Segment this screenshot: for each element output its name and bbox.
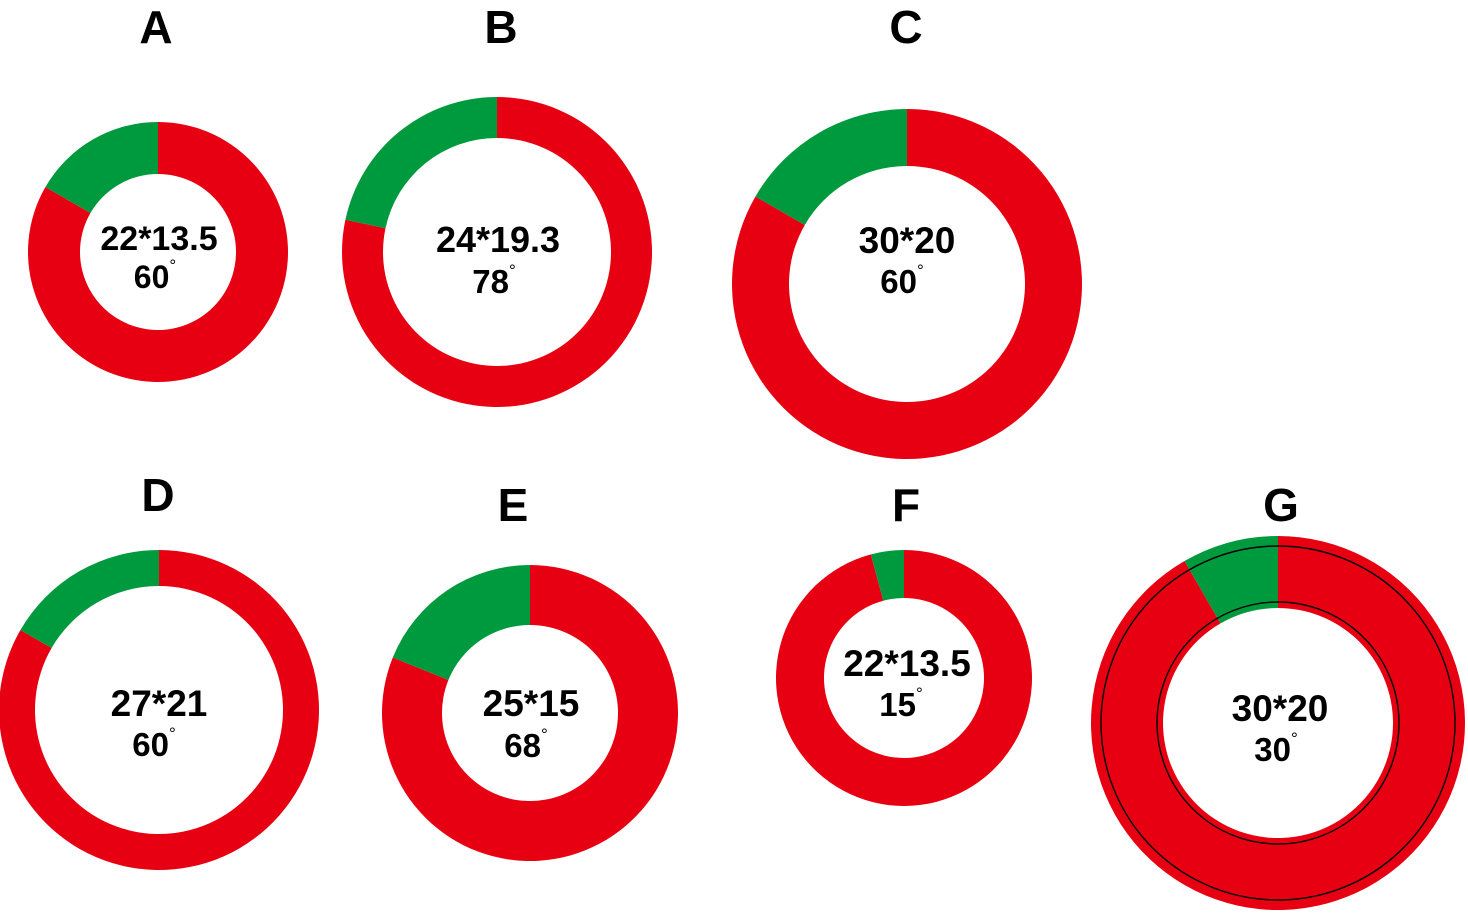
ring-panel-d: D 27*21 60° bbox=[0, 469, 319, 870]
angle-label-c: 60° bbox=[880, 261, 924, 300]
angle-value-g: 30 bbox=[1254, 731, 1291, 768]
size-label-e: 25*15 bbox=[483, 683, 580, 724]
ring-panel-c: C 30*20 60° bbox=[731, 1, 1082, 459]
degree-symbol-g: ° bbox=[1291, 729, 1298, 748]
ring-sector-a bbox=[45, 122, 158, 213]
panel-label-e: E bbox=[498, 479, 529, 531]
angle-value-a: 60 bbox=[134, 259, 170, 295]
angle-value-f: 15 bbox=[879, 686, 916, 723]
degree-symbol-d: ° bbox=[169, 724, 176, 743]
ring-inner-outline-g bbox=[1156, 601, 1400, 845]
degree-symbol-a: ° bbox=[169, 256, 176, 275]
angle-label-b: 78° bbox=[472, 261, 516, 300]
angle-value-c: 60 bbox=[880, 263, 917, 300]
angle-label-a: 60° bbox=[134, 256, 176, 295]
degree-symbol-c: ° bbox=[917, 261, 924, 280]
ring-sector-f bbox=[870, 550, 904, 601]
ring-outer-outline-g bbox=[1100, 545, 1456, 901]
degree-symbol-b: ° bbox=[509, 261, 516, 280]
ring-panel-e: E 25*15 68° bbox=[382, 479, 678, 861]
size-label-c: 30*20 bbox=[859, 220, 956, 261]
ring-remainder-g bbox=[1091, 536, 1466, 910]
angle-value-e: 68 bbox=[504, 727, 541, 764]
angle-label-e: 68° bbox=[504, 725, 548, 764]
ring-sector-e bbox=[392, 565, 530, 681]
ring-remainder-a bbox=[27, 122, 289, 382]
ring-sector-d bbox=[20, 550, 159, 648]
angle-label-f: 15° bbox=[879, 684, 923, 723]
ring-panel-f: F 22*13.5 15° bbox=[776, 479, 1032, 806]
ring-remainder-f bbox=[776, 550, 1032, 806]
degree-symbol-f: ° bbox=[916, 684, 923, 703]
size-label-a: 22*13.5 bbox=[100, 220, 217, 258]
panel-label-d: D bbox=[141, 469, 174, 521]
panel-label-f: F bbox=[892, 479, 920, 531]
panel-label-c: C bbox=[889, 1, 922, 53]
ring-sector-b bbox=[345, 97, 497, 229]
angle-value-d: 60 bbox=[132, 726, 169, 763]
size-label-d: 27*21 bbox=[111, 683, 208, 724]
ring-panel-b: B 24*19.3 78° bbox=[342, 1, 652, 407]
angle-label-g: 30° bbox=[1254, 729, 1298, 768]
ring-sector-c bbox=[755, 108, 907, 225]
degree-symbol-e: ° bbox=[541, 725, 548, 744]
panel-label-b: B bbox=[484, 1, 517, 53]
ring-sector-g bbox=[1184, 536, 1278, 624]
panel-label-g: G bbox=[1263, 479, 1299, 531]
ring-panel-a: A 22*13.5 60° bbox=[27, 1, 289, 382]
ring-panel-g: G 30*20 30° bbox=[1091, 479, 1466, 910]
angle-label-d: 60° bbox=[132, 724, 176, 763]
ring-remainder-e bbox=[382, 565, 678, 861]
size-label-b: 24*19.3 bbox=[436, 219, 560, 260]
angle-value-b: 78 bbox=[472, 263, 509, 300]
ring-remainder-c bbox=[731, 109, 1082, 459]
size-label-g: 30*20 bbox=[1232, 688, 1329, 729]
size-label-f: 22*13.5 bbox=[843, 643, 971, 684]
panel-label-a: A bbox=[139, 1, 172, 53]
